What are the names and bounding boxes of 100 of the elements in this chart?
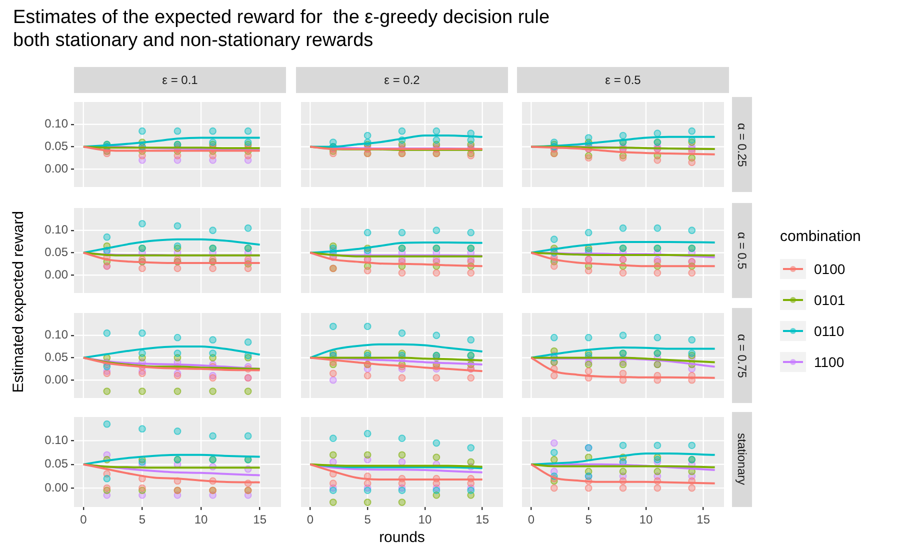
point: [138, 127, 146, 135]
point: [550, 448, 558, 456]
point: [432, 226, 440, 234]
point: [584, 154, 592, 162]
point: [654, 468, 662, 476]
point: [467, 136, 475, 144]
point: [550, 484, 558, 492]
legend-label: 0100: [814, 260, 846, 276]
point: [364, 480, 372, 488]
point: [432, 480, 440, 488]
point: [619, 269, 627, 277]
point: [329, 498, 337, 506]
y-tick-label: 0.00: [44, 480, 68, 494]
x-axis-title: rounds: [378, 529, 426, 546]
point: [364, 451, 372, 459]
point: [467, 480, 475, 488]
point: [467, 458, 475, 466]
y2-axis-title: α = 0.75: [735, 334, 749, 378]
x-tick-label: 5: [585, 512, 592, 527]
point: [654, 224, 662, 232]
point: [398, 434, 406, 442]
y2-axis-title: α = 0.5: [735, 232, 749, 270]
point: [209, 336, 216, 344]
point: [467, 486, 475, 494]
point: [364, 132, 372, 140]
point: [244, 388, 252, 395]
y-tick-label: 0.10: [44, 116, 68, 131]
point: [103, 474, 111, 482]
point: [329, 322, 337, 330]
point: [364, 372, 372, 380]
point: [432, 127, 440, 135]
point: [209, 350, 216, 357]
point: [432, 486, 440, 494]
point: [584, 367, 592, 375]
point: [619, 484, 627, 492]
point: [467, 228, 475, 236]
x-tick-label: 5: [138, 512, 146, 527]
point: [138, 425, 146, 433]
point: [654, 156, 662, 164]
point: [688, 442, 696, 450]
point: [398, 458, 406, 466]
point: [467, 336, 475, 344]
x-tick-label: 0: [80, 512, 88, 527]
point: [103, 329, 111, 337]
point: [584, 228, 592, 236]
point: [244, 338, 252, 346]
point: [174, 428, 182, 435]
point: [329, 486, 337, 494]
chart-subtitle: ε = 0.5: [517, 67, 729, 93]
point: [688, 350, 696, 357]
point: [329, 451, 337, 459]
legend-label: 1100: [814, 354, 844, 370]
point: [209, 152, 216, 160]
point: [244, 127, 252, 135]
point: [584, 360, 592, 368]
line-series: [82, 136, 261, 148]
y-tick-label: 0.00: [44, 372, 68, 386]
x-tick-label: 10: [194, 512, 208, 527]
legend-title: combination: [780, 228, 861, 245]
point: [619, 132, 627, 140]
point: [654, 334, 662, 342]
x-tick-label: 15: [476, 512, 490, 527]
point: [398, 269, 406, 277]
point: [329, 150, 337, 158]
point: [209, 226, 216, 234]
point: [103, 233, 111, 241]
y-tick-label: 0.05: [44, 456, 68, 471]
point: [138, 458, 146, 466]
point: [398, 451, 406, 459]
chart-subtitle: ε = 0.1: [74, 67, 286, 93]
y-tick-label: 0.05: [44, 350, 68, 364]
x-tick-label: 0: [306, 512, 314, 527]
point: [103, 388, 111, 395]
point: [329, 480, 337, 488]
point: [398, 228, 406, 236]
line-series: [82, 454, 261, 466]
point: [174, 127, 182, 135]
point: [467, 444, 475, 452]
point: [364, 228, 372, 236]
point: [619, 370, 627, 378]
point: [688, 336, 696, 344]
y-tick-label: 0.00: [44, 161, 68, 176]
point: [619, 442, 627, 450]
point: [619, 360, 627, 368]
x-tick-label: 15: [253, 512, 267, 527]
y-axis-title: Estimated expected reward: [10, 211, 26, 393]
point: [174, 350, 182, 357]
point: [364, 430, 372, 438]
point: [103, 370, 111, 378]
point: [619, 154, 627, 162]
point: [654, 442, 662, 450]
point: [398, 329, 406, 337]
x-tick-label: 10: [418, 512, 432, 527]
point: [619, 468, 627, 476]
chart-subtitle: ε = 0.2: [296, 67, 508, 93]
point: [467, 269, 475, 277]
point: [619, 332, 627, 340]
point: [138, 264, 146, 272]
point: [174, 264, 182, 272]
point: [103, 420, 111, 428]
